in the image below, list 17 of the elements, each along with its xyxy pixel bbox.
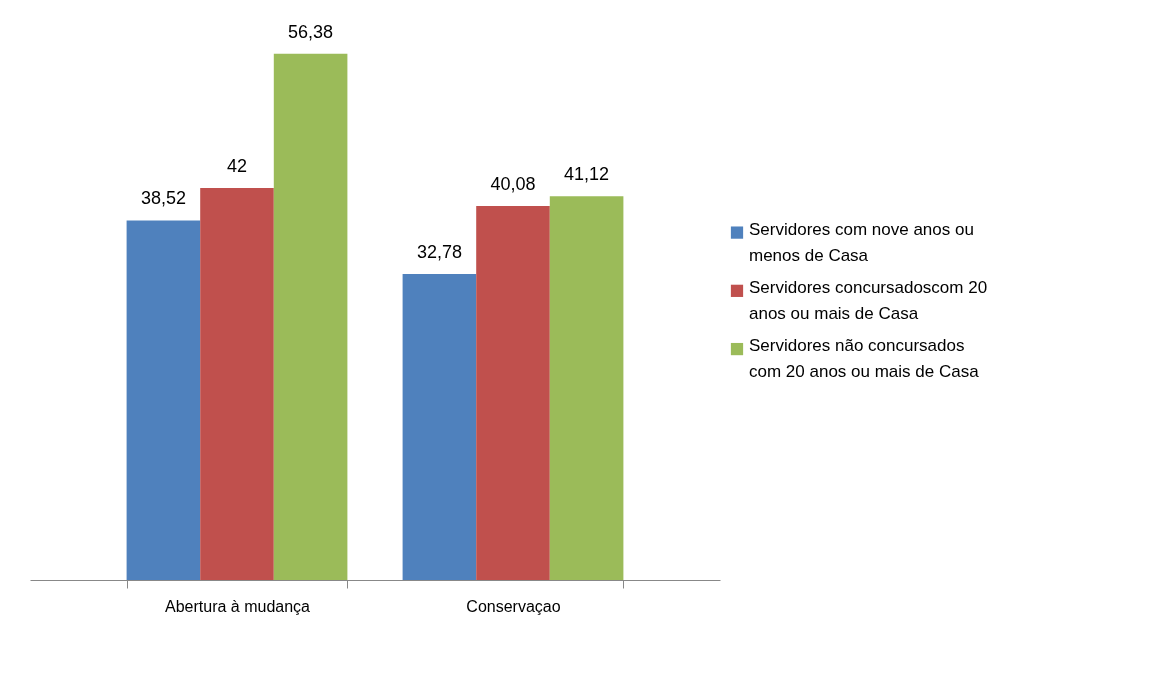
bar — [126, 220, 201, 580]
bar — [549, 196, 624, 580]
legend-label: Servidores não concursados com 20 anos ou mais de Casa — [749, 336, 980, 382]
data-label: 56,38 — [288, 21, 334, 42]
legend-label: Servidores com nove anos ou menos de Casa — [749, 219, 974, 265]
bar — [200, 188, 274, 580]
bar — [273, 53, 348, 580]
data-label: 42 — [226, 156, 248, 176]
data-label: 41,12 — [564, 164, 610, 185]
legend-label: Servidores concursadoscom 20 anos ou mais de Casa — [749, 277, 988, 323]
bar — [402, 274, 477, 580]
x-tick-label: Conservaçao — [466, 597, 561, 615]
data-label: 32,78 — [416, 242, 462, 263]
x-tick-label: Abertura à mudança — [165, 597, 311, 615]
data-label: 40,08 — [490, 173, 536, 194]
data-label: 38,52 — [140, 188, 186, 209]
bar — [476, 205, 550, 580]
